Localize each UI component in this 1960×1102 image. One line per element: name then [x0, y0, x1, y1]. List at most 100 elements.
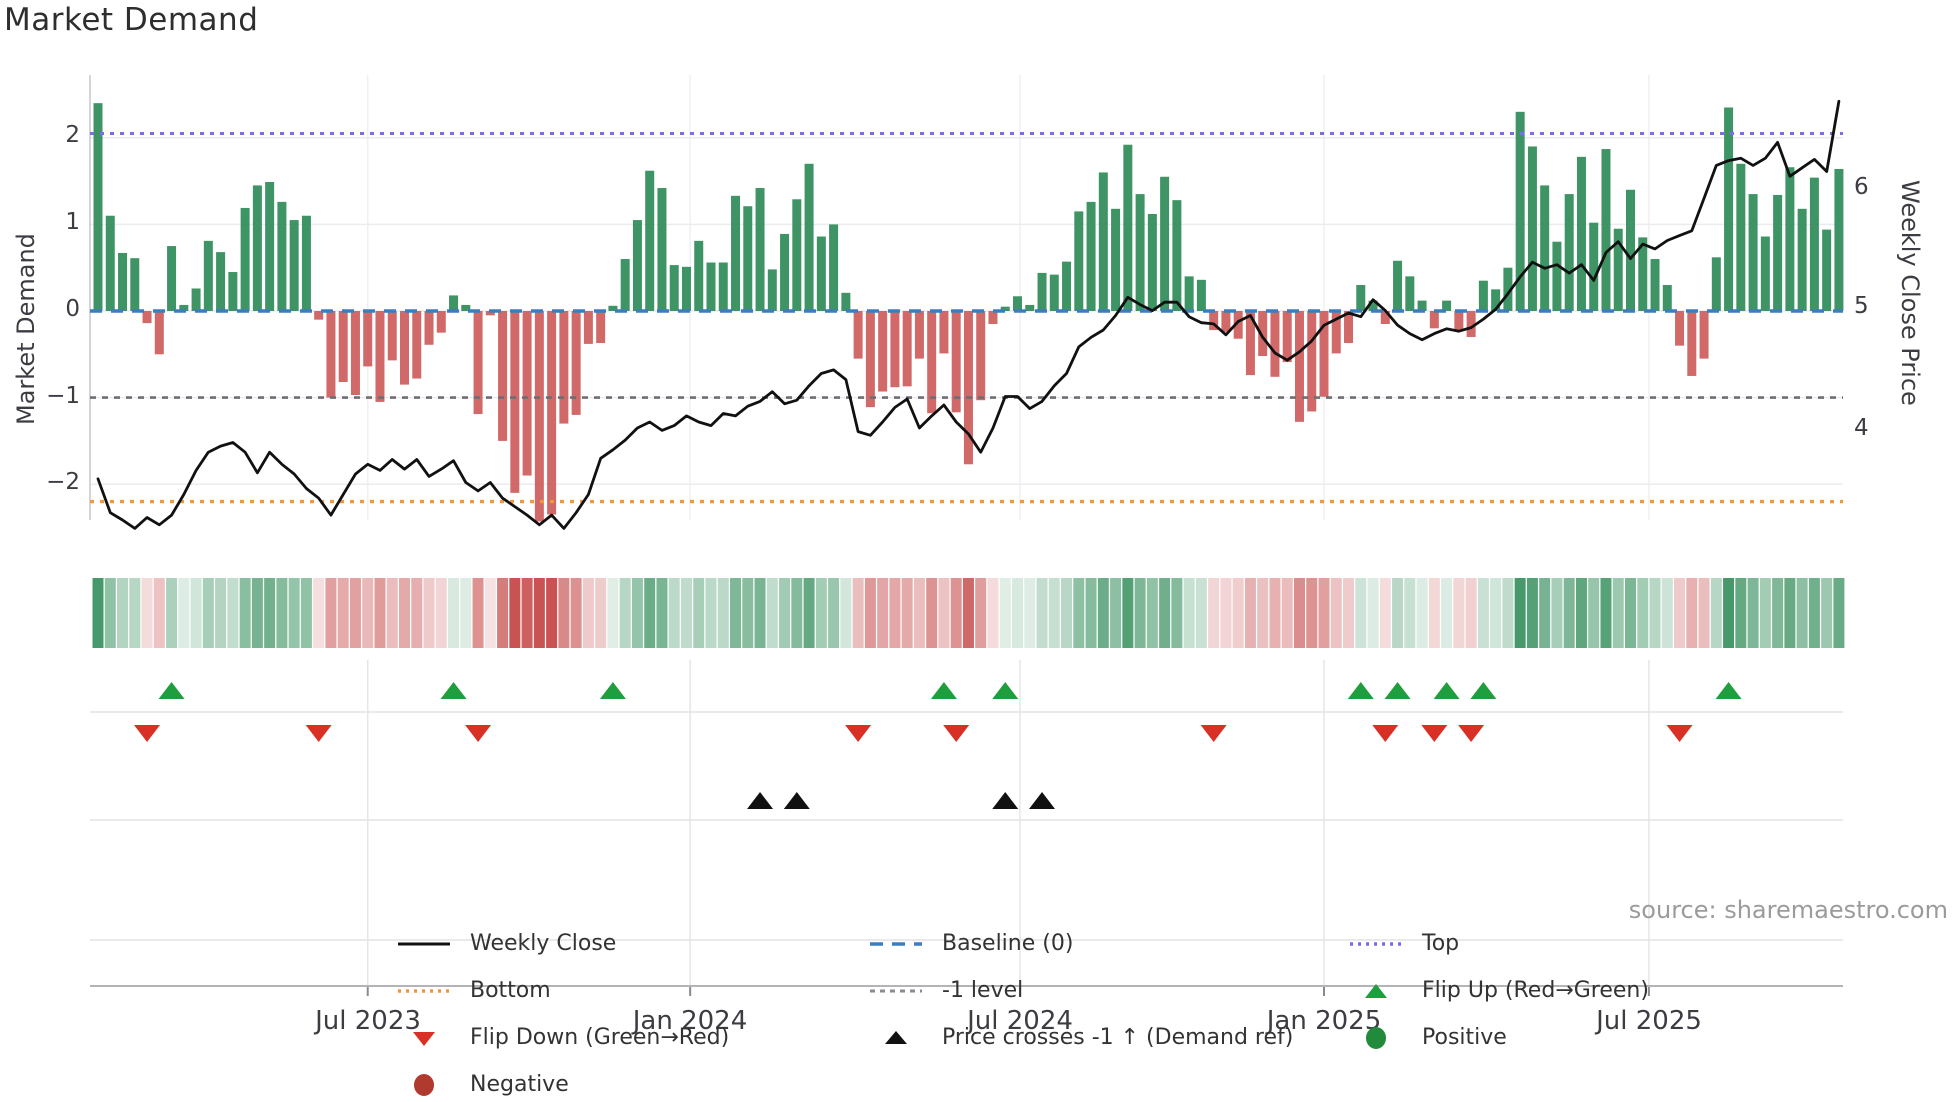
heat-cell — [864, 578, 876, 648]
heat-cell — [1208, 578, 1220, 648]
price-cross-triangle-icon — [864, 1027, 928, 1049]
demand-bar-positive — [1160, 176, 1170, 311]
demand-bar-positive — [1037, 272, 1047, 311]
demand-bar-negative — [583, 311, 593, 344]
heat-cell — [1441, 578, 1453, 648]
demand-bar-positive — [93, 103, 103, 311]
heat-cell — [325, 578, 337, 648]
demand-bar-positive — [1540, 185, 1550, 311]
heat-cell — [693, 578, 705, 648]
heat-cell — [239, 578, 251, 648]
left-axis-tick-m1: −1 — [46, 383, 80, 409]
demand-bar-positive — [1797, 208, 1807, 311]
top-dotted-line-icon — [1344, 934, 1408, 954]
heat-cell — [1330, 578, 1342, 648]
heat-cell — [1796, 578, 1808, 648]
heat-cell — [1318, 578, 1330, 648]
heat-cell — [178, 578, 190, 648]
demand-bar-positive — [608, 305, 618, 311]
heat-cell — [668, 578, 680, 648]
right-axis-tick-4: 4 — [1854, 415, 1869, 441]
demand-bar-negative — [154, 311, 164, 355]
demand-bar-positive — [804, 163, 814, 311]
heat-cell — [582, 578, 594, 648]
flip-down-marker — [134, 725, 161, 742]
flip-down-marker — [1372, 725, 1399, 742]
demand-bar-positive — [167, 246, 177, 311]
demand-bar-positive — [841, 292, 851, 311]
heat-cell — [264, 578, 276, 648]
heat-cell — [558, 578, 570, 648]
flip-down-marker — [465, 725, 492, 742]
heat-cell — [926, 578, 938, 648]
demand-bar-negative — [473, 311, 483, 415]
demand-bar-positive — [216, 252, 226, 311]
demand-bar-positive — [1000, 306, 1010, 311]
flip-up-marker — [1347, 682, 1374, 699]
flip-up-marker — [1470, 682, 1497, 699]
heat-cell — [276, 578, 288, 648]
demand-bar-positive — [1638, 237, 1648, 311]
flip-up-triangle-icon — [1344, 980, 1408, 1002]
heat-cell — [1036, 578, 1048, 648]
heat-cell — [1674, 578, 1686, 648]
demand-bar-positive — [829, 224, 839, 311]
baseline-dashed-line-icon — [864, 934, 928, 954]
heat-cell — [766, 578, 778, 648]
heat-cell — [435, 578, 447, 648]
demand-bar-positive — [179, 304, 189, 311]
demand-bar-negative — [1258, 311, 1268, 357]
flip-down-marker — [1666, 725, 1693, 742]
heat-cell — [656, 578, 668, 648]
heat-cell — [779, 578, 791, 648]
heat-cell — [1600, 578, 1612, 648]
legend-item-weekly-close: Weekly Close — [392, 920, 729, 967]
demand-bar-positive — [731, 195, 741, 311]
demand-bar-negative — [559, 311, 569, 424]
demand-bar-negative — [522, 311, 532, 476]
demand-bar-negative — [338, 311, 348, 383]
heat-cell — [300, 578, 312, 648]
heat-cell — [1195, 578, 1207, 648]
heat-cell — [1306, 578, 1318, 648]
demand-bar-negative — [1209, 311, 1219, 331]
demand-bar-negative — [878, 311, 888, 392]
demand-bar-negative — [1282, 311, 1292, 363]
demand-bar-negative — [596, 311, 606, 344]
heat-cell — [92, 578, 104, 648]
heat-cell — [533, 578, 545, 648]
demand-bar-negative — [976, 311, 986, 401]
flip-down-marker — [305, 725, 332, 742]
flip-up-marker — [992, 682, 1019, 699]
demand-bar-positive — [1184, 276, 1194, 311]
demand-bar-negative — [400, 311, 409, 385]
heat-cell — [950, 578, 962, 648]
demand-bar-positive — [1834, 168, 1844, 311]
demand-bar-positive — [1172, 200, 1182, 311]
weekly-close-line — [96, 99, 1841, 530]
demand-bar-positive — [1613, 228, 1623, 311]
demand-bar-negative — [951, 311, 961, 413]
demand-bar-positive — [1773, 194, 1783, 311]
demand-bar-positive — [1650, 259, 1660, 311]
heat-cell — [1453, 578, 1465, 648]
right-axis-title: Weekly Close Price — [1896, 180, 1924, 406]
demand-bar-positive — [1736, 163, 1746, 311]
heat-cell — [1490, 578, 1502, 648]
demand-bar-positive — [681, 266, 691, 311]
heat-cell — [1343, 578, 1355, 648]
heat-cell — [448, 578, 460, 648]
demand-bar-positive — [228, 272, 238, 311]
heat-cell — [423, 578, 435, 648]
demand-bar-positive — [1589, 222, 1599, 311]
heat-cell — [141, 578, 153, 648]
heat-cell — [399, 578, 410, 648]
heat-cell — [472, 578, 484, 648]
right-axis-tick-5: 5 — [1854, 293, 1869, 319]
demand-bar-positive — [265, 181, 275, 311]
heat-cell — [349, 578, 361, 648]
demand-bar-positive — [1196, 279, 1206, 311]
heat-cell — [1772, 578, 1784, 648]
demand-bar-negative — [498, 311, 508, 441]
